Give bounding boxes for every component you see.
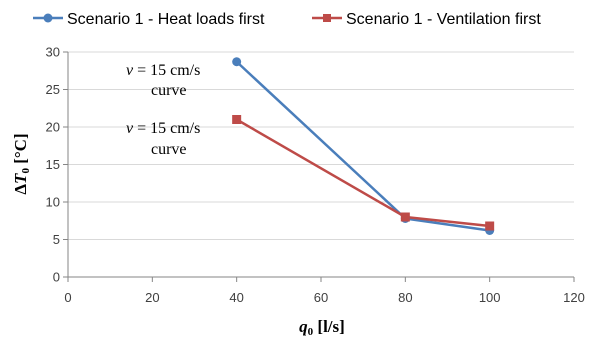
y-tick-label-20: 20 <box>46 120 60 135</box>
x-tick-label-80: 80 <box>398 290 412 305</box>
annotation-1-value: = 15 cm/s <box>133 62 200 79</box>
annotation-1-line2: curve <box>151 82 187 99</box>
legend-item-ventilation: Scenario 1 - Ventilation first <box>312 11 541 28</box>
legend-label-heat-loads: Scenario 1 - Heat loads first <box>67 11 265 28</box>
grid <box>68 51 574 240</box>
series-lines <box>235 60 490 232</box>
series-2-point-40 <box>232 115 242 124</box>
x-tick-label-40: 40 <box>229 290 243 305</box>
annotation-2-line2: curve <box>151 141 187 158</box>
y-axis-unit: [°C] <box>11 133 30 168</box>
y-tick-label-5: 5 <box>53 232 60 247</box>
y-tick-label-30: 30 <box>46 45 60 60</box>
y-tick-label-25: 25 <box>46 82 60 97</box>
series-1-point-40 <box>232 57 242 67</box>
x-tick-label-20: 20 <box>145 290 159 305</box>
x-axis-unit: [l/s] <box>313 317 345 336</box>
series-1-line <box>235 60 490 232</box>
x-axis-var: q <box>299 317 308 336</box>
x-axis-title: q0 [l/s] <box>299 317 345 338</box>
annotation-2-var: v <box>126 120 134 137</box>
y-axis-sub: 0 <box>20 168 32 174</box>
legend-marker-ventilation <box>323 14 331 22</box>
y-tick-label-10: 10 <box>46 195 60 210</box>
series-markers <box>232 57 495 235</box>
annotation-2-line1: v = 15 cm/s <box>126 120 200 137</box>
y-tick-label-15: 15 <box>46 157 60 172</box>
axes <box>63 51 575 282</box>
series-2-point-100 <box>485 221 495 231</box>
x-tick-label-120: 120 <box>563 290 585 305</box>
annotation-2: v = 15 cm/s curve <box>126 120 200 158</box>
y-axis-title: ΔT0 [°C] <box>11 133 32 194</box>
y-axis-var: T <box>11 173 30 184</box>
y-tick-labels: 0 5 10 15 20 25 30 <box>46 45 60 285</box>
x-tick-labels: 0 20 40 60 80 100 120 <box>64 290 584 305</box>
x-axis-sub: 0 <box>308 326 314 338</box>
series-2-line <box>236 118 490 228</box>
legend-item-heat-loads: Scenario 1 - Heat loads first <box>33 11 265 28</box>
annotation-1-var: v <box>126 62 134 79</box>
y-tick-label-0: 0 <box>53 270 60 285</box>
legend-marker-heat-loads <box>43 13 53 23</box>
series-2-point-80 <box>400 212 410 222</box>
legend-label-ventilation: Scenario 1 - Ventilation first <box>346 11 541 28</box>
y-axis-prefix: Δ <box>11 184 30 195</box>
x-tick-label-60: 60 <box>314 290 328 305</box>
legend: Scenario 1 - Heat loads first Scenario 1… <box>33 11 541 28</box>
annotation-2-value: = 15 cm/s <box>133 120 200 137</box>
x-tick-label-100: 100 <box>479 290 501 305</box>
annotation-1-line1: v = 15 cm/s <box>126 62 200 79</box>
x-tick-label-0: 0 <box>64 290 71 305</box>
annotation-1: v = 15 cm/s curve <box>126 62 200 99</box>
